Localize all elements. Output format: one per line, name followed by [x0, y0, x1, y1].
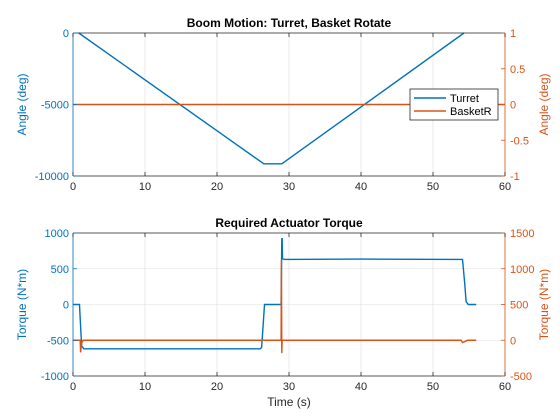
chart-title: Boom Motion: Turret, Basket Rotate — [187, 16, 392, 30]
x-tick-label: 10 — [139, 381, 151, 393]
x-tick-label: 60 — [499, 381, 511, 393]
x-tick-label: 10 — [139, 181, 151, 193]
right-y-tick-label: 0 — [510, 335, 516, 347]
right-y-tick-label: -0.5 — [510, 135, 529, 147]
x-axis-label: Time (s) — [267, 395, 311, 409]
left-y-tick-label: 500 — [51, 264, 69, 276]
series-line-left-axis — [73, 238, 477, 350]
left-y-tick-label: -1000 — [41, 371, 69, 383]
left-y-tick-label: -10000 — [35, 171, 69, 183]
right-y-axis-label: Angle (deg) — [537, 73, 551, 135]
chart-title: Required Actuator Torque — [215, 216, 363, 230]
right-y-tick-label: 500 — [510, 300, 528, 312]
x-tick-label: 0 — [70, 381, 76, 393]
legend-entry-basketr: BasketR — [450, 106, 492, 118]
right-y-tick-label: 1 — [510, 28, 516, 40]
x-tick-label: 40 — [355, 381, 367, 393]
series-line-right-axis — [73, 260, 477, 354]
legend-entry-turret: Turret — [450, 93, 479, 105]
left-y-tick-label: -500 — [47, 335, 69, 347]
left-y-axis-label: Torque (N*m) — [15, 269, 29, 340]
right-y-tick-label: -1 — [510, 171, 520, 183]
x-tick-label: 30 — [283, 381, 295, 393]
x-tick-label: 50 — [427, 381, 439, 393]
left-y-tick-label: -5000 — [41, 100, 69, 112]
x-tick-label: 20 — [211, 181, 223, 193]
right-y-tick-label: 1000 — [510, 264, 534, 276]
right-y-tick-label: -500 — [510, 371, 532, 383]
x-tick-label: 50 — [427, 181, 439, 193]
left-y-tick-label: 0 — [63, 28, 69, 40]
right-y-tick-label: 0.5 — [510, 64, 525, 76]
right-y-axis-label: Torque (N*m) — [537, 269, 551, 340]
x-tick-label: 60 — [499, 181, 511, 193]
x-tick-label: 30 — [283, 181, 295, 193]
series-line-turret — [78, 32, 465, 165]
left-y-axis-label: Angle (deg) — [15, 73, 29, 135]
legend-box — [409, 88, 499, 121]
x-tick-label: 20 — [211, 381, 223, 393]
x-tick-label: 0 — [70, 181, 76, 193]
left-y-tick-label: 1000 — [45, 228, 69, 240]
left-y-tick-label: 0 — [63, 300, 69, 312]
x-tick-label: 40 — [355, 181, 367, 193]
right-y-tick-label: 1500 — [510, 228, 534, 240]
right-y-tick-label: 0 — [510, 100, 516, 112]
